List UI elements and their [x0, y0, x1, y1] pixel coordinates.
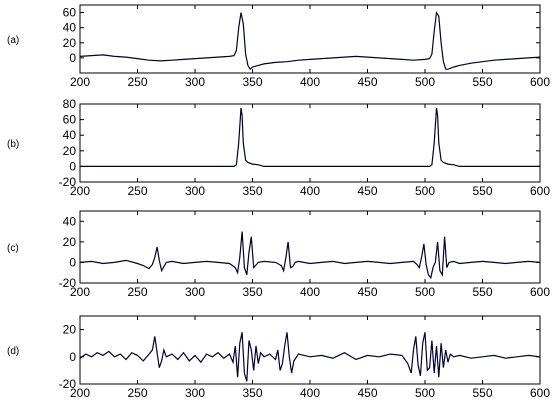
panel-label: (a) [7, 35, 19, 46]
series-line [80, 332, 540, 382]
x-tick-label: 450 [357, 75, 377, 89]
y-tick-label: 60 [63, 6, 77, 20]
x-tick-label: 550 [472, 75, 492, 89]
y-tick-label: -20 [59, 276, 77, 290]
y-tick-label: 0 [69, 255, 76, 269]
x-tick-label: 600 [530, 386, 550, 400]
axes-frame [79, 315, 541, 385]
x-tick-label: 550 [472, 285, 492, 299]
series-line [80, 107, 540, 167]
y-tick-label: -20 [59, 175, 77, 189]
y-tick-label: 20 [63, 36, 77, 50]
x-tick-label: 250 [127, 184, 147, 198]
x-tick-label: 350 [242, 285, 262, 299]
x-tick-label: 550 [472, 184, 492, 198]
y-tick-label: 40 [63, 128, 77, 142]
x-tick-label: 500 [415, 184, 435, 198]
x-tick-label: 350 [242, 75, 262, 89]
axes-frame [79, 103, 541, 183]
x-tick-label: 200 [70, 386, 90, 400]
x-tick-label: 600 [530, 184, 550, 198]
panel-label: (c) [7, 243, 19, 254]
panel-c: 200 250 300 350 400 450 500 550 600 -20 0 20 40 (c) [7, 210, 550, 299]
x-tick-label: 450 [357, 285, 377, 299]
y-tick-label: 0 [69, 159, 76, 173]
panel-label: (b) [7, 139, 19, 150]
x-tick-label: 200 [70, 285, 90, 299]
x-tick-label: 500 [415, 75, 435, 89]
x-tick-label: 200 [70, 184, 90, 198]
x-tick-label: 300 [185, 184, 205, 198]
x-tick-label: 400 [300, 75, 320, 89]
x-tick-label: 250 [127, 75, 147, 89]
x-tick-label: 350 [242, 386, 262, 400]
x-tick-label: 300 [185, 386, 205, 400]
y-tick-label: 20 [63, 323, 77, 337]
axes-frame [79, 210, 541, 284]
x-tick-label: 550 [472, 386, 492, 400]
x-tick-label: 350 [242, 184, 262, 198]
y-tick-label: 20 [63, 144, 77, 158]
y-tick-label: 20 [63, 235, 77, 249]
x-tick-label: 600 [530, 75, 550, 89]
y-tick-label: -20 [59, 377, 77, 391]
x-tick-label: 250 [127, 285, 147, 299]
y-tick-label: 60 [63, 113, 77, 127]
x-tick-label: 400 [300, 285, 320, 299]
x-tick-label: 300 [185, 75, 205, 89]
panel-label: (d) [7, 346, 19, 357]
y-tick-label: 0 [69, 350, 76, 364]
panel-d: 200 250 300 350 400 450 500 550 600 -20 0 20 (d) [7, 315, 550, 400]
x-tick-label: 400 [300, 386, 320, 400]
y-tick-label: 80 [63, 97, 77, 111]
y-tick-label: 40 [63, 214, 77, 228]
y-tick-label: 0 [69, 51, 76, 65]
x-tick-label: 600 [530, 285, 550, 299]
x-tick-label: 500 [415, 285, 435, 299]
y-tick-label: 40 [63, 21, 77, 35]
x-tick-label: 250 [127, 386, 147, 400]
series-line [80, 10, 540, 71]
x-tick-label: 500 [415, 386, 435, 400]
x-tick-label: 400 [300, 184, 320, 198]
x-tick-label: 450 [357, 386, 377, 400]
x-tick-label: 450 [357, 184, 377, 198]
series-line [80, 231, 540, 280]
x-tick-label: 200 [70, 75, 90, 89]
x-tick-label: 300 [185, 285, 205, 299]
